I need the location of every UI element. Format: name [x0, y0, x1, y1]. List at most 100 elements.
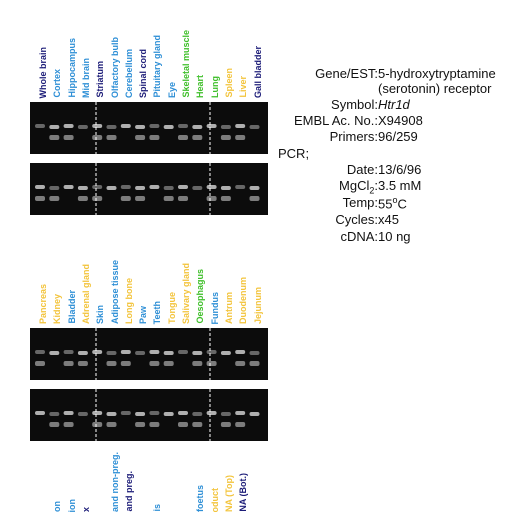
gel-band: [49, 412, 60, 416]
cycles-value: x45: [378, 212, 399, 227]
gel-band: [135, 412, 146, 416]
lane-label: Skin: [95, 304, 106, 324]
gel-band: [163, 125, 174, 129]
gel-band-lower: [77, 361, 88, 366]
gene-key: Gene/EST:: [315, 66, 378, 81]
gel-band-lower: [135, 196, 146, 201]
gel-band: [149, 185, 160, 189]
lane-label: is: [152, 504, 163, 512]
gel-band-lower: [49, 422, 60, 427]
gel-band-lower: [106, 361, 117, 366]
gel-band-lower: [106, 422, 117, 427]
gene-value-line-1: 5-hydroxytryptamine: [378, 66, 496, 81]
gel-band: [249, 351, 260, 355]
gel-band: [249, 125, 260, 129]
gel-band-lower: [77, 196, 88, 201]
gel-band-lower: [235, 361, 246, 366]
gel-band: [120, 350, 131, 354]
gel-image: [30, 328, 268, 380]
gel-band: [178, 185, 188, 189]
lane-label: and preg.: [123, 471, 134, 512]
gel-band: [163, 186, 174, 190]
gel-band: [192, 125, 203, 129]
primers-key: Primers:: [329, 129, 378, 144]
gel-band-lower: [206, 361, 217, 366]
lane-label: Antrum: [223, 292, 234, 324]
lane-label: Fundus: [209, 291, 220, 325]
gel-band: [178, 411, 188, 415]
gel-band: [63, 124, 74, 128]
lane-labels-panel-3: on ion x and non-preg. and preg. is foetus oduc…: [38, 448, 268, 512]
gel-band: [220, 186, 231, 190]
gel-band: [49, 186, 60, 190]
gel-band: [249, 412, 260, 416]
gel-band-lower: [163, 196, 174, 201]
lane-label: on: [52, 501, 63, 512]
lane-label: Teeth: [152, 300, 163, 324]
pcr-info-block: Gene/EST: 5-hydroxytryptamine (serotonin…: [278, 66, 496, 244]
gel-image: [30, 102, 268, 154]
temp-value-number: 55: [378, 196, 393, 212]
gel-band: [135, 186, 146, 190]
gel-band-lower: [220, 196, 231, 201]
lane-label: Salivary gland: [181, 262, 191, 324]
gel-band: [149, 350, 160, 354]
gel-band: [77, 125, 88, 129]
lane-label: foetus: [195, 485, 206, 512]
gel-band: [135, 125, 146, 129]
mgcl-key-main: MgCl: [339, 178, 370, 193]
gel-band: [206, 350, 217, 354]
gel-band: [149, 124, 160, 128]
gel-band-lower: [135, 422, 146, 427]
mgcl-value: 3.5 mM: [378, 178, 422, 193]
gel-band: [106, 186, 117, 190]
gel-band-lower: [63, 422, 74, 427]
gel-band: [92, 411, 103, 415]
gel-band: [220, 351, 231, 355]
gel-band: [235, 411, 246, 415]
gel-band: [192, 351, 203, 355]
gel-band-lower: [192, 422, 203, 427]
gel-panel-2-bottom: [30, 389, 268, 441]
symbol-key: Symbol:: [331, 97, 378, 112]
cycles-key: Cycles:: [335, 212, 378, 227]
lane-label: Bladder: [66, 290, 77, 324]
gel-band: [63, 185, 74, 189]
gel-band: [206, 124, 217, 128]
gel-band: [192, 186, 203, 190]
lane-label: Adipose tissue: [109, 259, 120, 324]
cdna-key: cDNA:: [340, 229, 378, 244]
temp-value-degree: o: [392, 195, 398, 205]
gel-band-lower: [249, 361, 260, 366]
gel-band: [178, 350, 188, 354]
gel-band-lower: [149, 135, 160, 140]
gel-band-lower: [35, 361, 45, 366]
gel-image: [30, 389, 268, 441]
mgcl-key-subscript: 2: [369, 185, 375, 196]
gel-band-lower: [49, 196, 60, 201]
gel-band: [49, 351, 60, 355]
gel-band: [106, 412, 117, 416]
gel-band: [206, 185, 217, 189]
gel-band: [92, 350, 103, 354]
gel-band-lower: [92, 196, 103, 201]
gel-band: [163, 412, 174, 416]
lane-label: ion: [66, 498, 77, 512]
gel-band: [235, 185, 246, 189]
gel-band: [63, 411, 74, 415]
gel-band-lower: [178, 196, 188, 201]
gel-band-lower: [120, 361, 131, 366]
lane-label: Kidney: [52, 293, 63, 324]
mgcl-key-colon: :: [374, 178, 378, 193]
lane-label: Duodenum: [238, 277, 249, 324]
gel-band-lower: [149, 422, 160, 427]
gel-band: [135, 351, 146, 355]
gel-band-lower: [163, 361, 174, 366]
lane-label: NA (Bot.): [238, 473, 249, 512]
gel-band: [120, 411, 131, 415]
gel-panel-1-bottom: [30, 163, 268, 215]
cdna-value: 10 ng: [378, 229, 411, 244]
gel-band: [77, 412, 88, 416]
lane-label: Long bone: [123, 278, 134, 324]
